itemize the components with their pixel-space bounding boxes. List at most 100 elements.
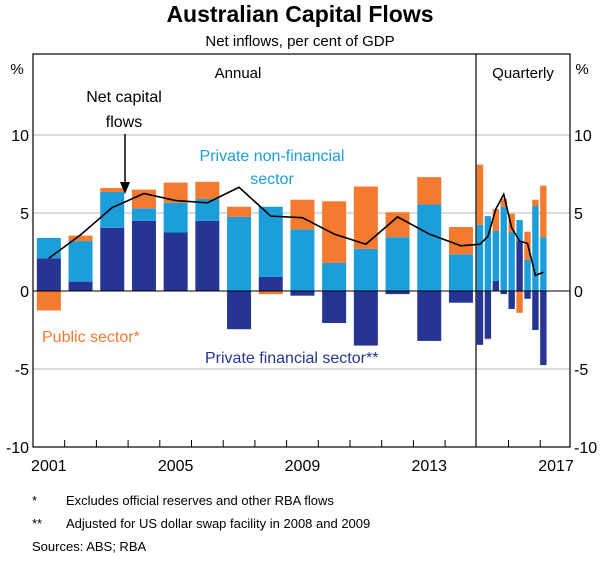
bar-private-financial-sector (448, 291, 473, 303)
bar-private-financial-sector (417, 291, 442, 341)
bar-public-sector (540, 185, 547, 238)
annotation-private-financial: Private financial sector** (205, 350, 378, 367)
y-tick-label-left: 0 (20, 284, 29, 301)
chart-title: Australian Capital Flows (166, 1, 433, 27)
bar-public-sector (448, 227, 473, 255)
bar-private-non-financial-sector (131, 208, 156, 221)
bar-public-sector (417, 177, 442, 205)
net-capital-flows-line (48, 186, 544, 277)
bar-private-financial-sector (227, 291, 252, 330)
bar-public-sector (68, 235, 93, 242)
bar-public-sector (322, 201, 347, 263)
plot-frame (32, 53, 571, 448)
bar-private-financial-sector (290, 291, 315, 296)
bar-private-financial-sector (36, 258, 61, 291)
bar-private-financial-sector (353, 291, 378, 346)
bar-public-sector (476, 164, 484, 225)
bar-private-financial-sector (68, 281, 93, 291)
bar-private-non-financial-sector (290, 229, 315, 291)
annotation-private-nonfinancial-1: Private non-financial (200, 148, 345, 165)
panel-label-quarterly: Quarterly (492, 65, 554, 82)
bar-private-financial-sector (385, 291, 410, 295)
bar-public-sector (195, 181, 220, 199)
chart-subtitle: Net inflows, per cent of GDP (205, 33, 394, 50)
y-tick-label-left: -5 (15, 362, 29, 379)
y-tick-label-right: 5 (574, 206, 583, 223)
bar-public-sector (484, 338, 492, 340)
annotation-private-nonfinancial-2: sector (250, 171, 294, 188)
bar-private-non-financial-sector (385, 237, 410, 291)
bar-public-sector (258, 291, 283, 295)
y-tick-label-left: 5 (20, 206, 29, 223)
annotation-public-sector: Public sector* (42, 329, 140, 346)
bar-private-non-financial-sector (524, 259, 531, 291)
bar-public-sector (492, 209, 500, 231)
annotation-net-capital-flows-2: flows (106, 114, 142, 131)
bar-private-financial-sector (100, 227, 125, 291)
bar-public-sector (163, 182, 188, 203)
footnote-text-1: Excludes official reserves and other RBA… (66, 493, 334, 508)
bar-private-non-financial-sector (36, 237, 61, 259)
x-tick-label: 2013 (411, 458, 447, 475)
footnote-mark-1: * (32, 493, 37, 508)
bar-public-sector (508, 213, 515, 233)
bar-private-financial-sector (500, 291, 507, 295)
bar-private-non-financial-sector (322, 262, 347, 291)
bar-private-non-financial-sector (500, 206, 507, 291)
arrow-head-icon (120, 182, 130, 194)
sources: Sources: ABS; RBA (32, 539, 146, 554)
bar-private-non-financial-sector (484, 216, 492, 291)
bar-private-financial-sector (508, 291, 515, 309)
bar-public-sector (500, 198, 507, 207)
bar-private-financial-sector (258, 276, 283, 291)
y-tick-label-right: -10 (574, 440, 597, 457)
bar-private-non-financial-sector (163, 202, 188, 233)
bar-private-financial-sector (195, 220, 220, 291)
bar-private-non-financial-sector (258, 206, 283, 277)
bar-public-sector (290, 199, 315, 230)
bar-private-financial-sector (484, 291, 492, 339)
y-tick-label-right: 0 (574, 284, 583, 301)
x-tick-label: 2001 (31, 458, 67, 475)
bar-private-non-financial-sector (540, 237, 547, 291)
bar-public-sector (353, 186, 378, 249)
bar-public-sector (131, 189, 156, 209)
bar-private-financial-sector (532, 291, 539, 330)
bar-public-sector (532, 199, 539, 206)
footnote-mark-2: ** (32, 516, 42, 531)
x-tick-label: 2017 (538, 458, 574, 475)
bar-private-non-financial-sector (353, 248, 378, 291)
bar-private-financial-sector (540, 291, 547, 366)
bar-private-financial-sector (516, 241, 523, 291)
bar-private-financial-sector (476, 291, 484, 345)
bar-private-financial-sector (524, 291, 531, 299)
x-tick-label: 2005 (158, 458, 194, 475)
bar-private-non-financial-sector (516, 220, 523, 242)
x-tick-label: 2009 (285, 458, 321, 475)
bar-private-non-financial-sector (508, 232, 515, 291)
bar-private-financial-sector (322, 291, 347, 323)
y-tick-label-right: 10 (574, 128, 592, 145)
y-tick-label-left: 10 (11, 128, 29, 145)
bar-public-sector (516, 291, 523, 313)
bar-private-non-financial-sector (68, 241, 93, 282)
y-unit-right: % (575, 61, 588, 78)
bar-private-non-financial-sector (417, 204, 442, 291)
bar-private-financial-sector (131, 220, 156, 291)
bar-private-financial-sector (492, 280, 500, 291)
panel-label-annual: Annual (215, 65, 262, 82)
bar-public-sector (227, 206, 252, 217)
bar-private-financial-sector (163, 232, 188, 291)
bar-private-non-financial-sector (227, 216, 252, 291)
footnote-text-2: Adjusted for US dollar swap facility in … (66, 516, 370, 531)
bar-private-non-financial-sector (476, 224, 484, 291)
bar-private-non-financial-sector (195, 198, 220, 221)
bar-public-sector (36, 291, 61, 311)
y-tick-label-left: -10 (6, 440, 29, 457)
y-unit-left: % (10, 61, 23, 78)
annotation-net-capital-flows-1: Net capital (86, 89, 162, 106)
bar-private-non-financial-sector (532, 205, 539, 291)
bar-private-non-financial-sector (492, 230, 500, 281)
bar-public-sector (100, 188, 125, 192)
